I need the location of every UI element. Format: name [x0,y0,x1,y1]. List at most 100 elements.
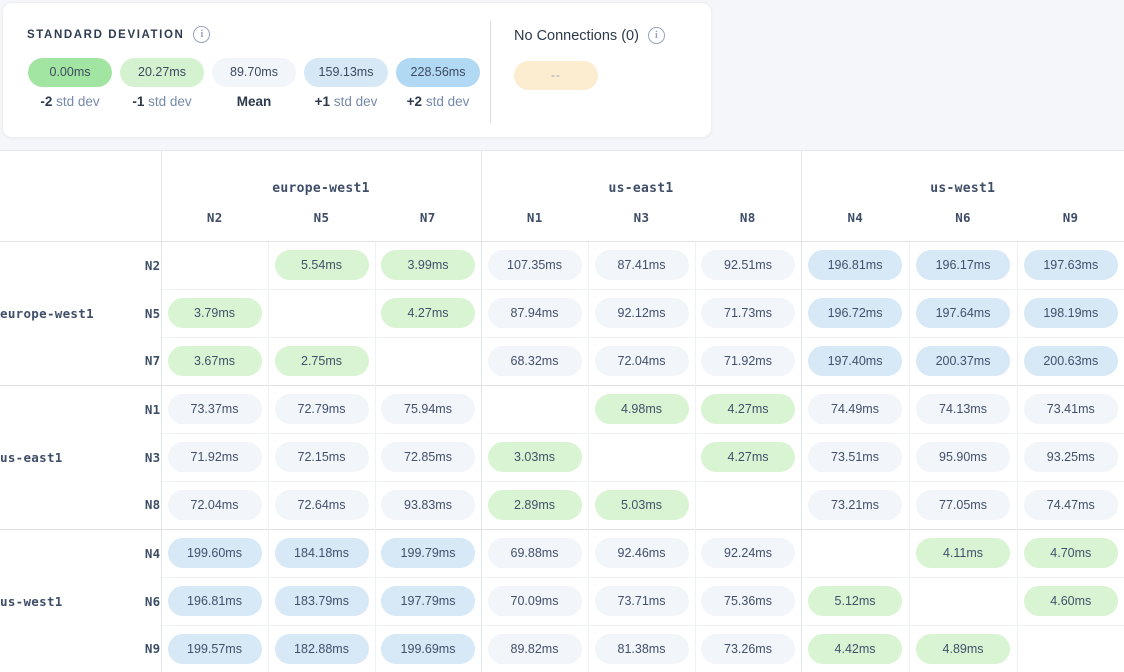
latency-pill[interactable]: 68.32ms [487,346,582,376]
latency-pill[interactable]: 5.12ms [808,586,903,616]
latency-pill[interactable]: 200.37ms [916,346,1011,376]
latency-pill[interactable]: 183.79ms [274,586,369,616]
latency-cell[interactable]: 73.71ms [587,576,695,625]
latency-pill[interactable]: 71.73ms [701,298,795,328]
latency-pill[interactable]: 92.12ms [594,298,689,328]
latency-cell[interactable]: 5.03ms [587,480,695,529]
latency-pill[interactable]: 73.41ms [1023,394,1118,424]
latency-cell[interactable]: 197.79ms [374,576,481,625]
latency-pill[interactable]: 2.75ms [274,346,369,376]
latency-pill[interactable]: 89.82ms [487,634,582,664]
latency-cell[interactable]: 4.27ms [694,432,802,481]
latency-pill[interactable]: 77.05ms [916,490,1011,520]
latency-cell[interactable]: 197.63ms [1016,240,1124,289]
latency-cell[interactable]: 2.75ms [267,336,375,385]
latency-pill[interactable]: 93.25ms [1023,442,1118,472]
latency-cell[interactable]: 92.24ms [694,528,802,577]
latency-cell[interactable]: 4.11ms [908,528,1018,577]
latency-pill[interactable]: 184.18ms [274,538,369,568]
latency-cell[interactable]: 87.94ms [480,288,588,337]
latency-cell[interactable]: 5.12ms [800,576,910,625]
latency-cell[interactable]: 73.21ms [800,480,910,529]
latency-cell[interactable]: 75.36ms [694,576,802,625]
latency-cell[interactable]: 74.47ms [1016,480,1124,529]
latency-cell[interactable]: 72.15ms [267,432,375,481]
latency-cell[interactable]: 70.09ms [480,576,588,625]
latency-pill[interactable]: 4.11ms [916,538,1011,568]
latency-cell[interactable]: 71.73ms [694,288,802,337]
latency-cell[interactable]: 92.51ms [694,240,802,289]
latency-cell[interactable]: 199.60ms [161,528,268,577]
latency-pill[interactable]: 72.85ms [381,442,475,472]
latency-cell[interactable]: 72.85ms [374,432,481,481]
latency-pill[interactable]: 196.17ms [916,250,1011,280]
latency-pill[interactable]: 4.27ms [381,298,475,328]
latency-pill[interactable]: 3.03ms [487,442,582,472]
latency-cell[interactable]: 72.64ms [267,480,375,529]
latency-cell[interactable]: 107.35ms [480,240,588,289]
latency-pill[interactable]: 197.79ms [381,586,475,616]
latency-cell[interactable]: 4.27ms [374,288,481,337]
latency-pill[interactable]: 92.51ms [701,250,795,280]
latency-cell[interactable]: 72.04ms [161,480,268,529]
latency-cell[interactable]: 87.41ms [587,240,695,289]
latency-cell[interactable]: 4.98ms [587,384,695,433]
latency-cell[interactable]: 196.81ms [161,576,268,625]
latency-pill[interactable]: 72.79ms [274,394,369,424]
latency-pill[interactable]: 73.26ms [701,634,795,664]
latency-pill[interactable]: 4.42ms [808,634,903,664]
latency-pill[interactable]: 198.19ms [1023,298,1118,328]
latency-pill[interactable]: 3.67ms [167,346,262,376]
latency-pill[interactable]: 74.47ms [1023,490,1118,520]
latency-pill[interactable]: 92.24ms [701,538,795,568]
latency-cell[interactable]: 197.40ms [800,336,910,385]
latency-cell[interactable]: 93.83ms [374,480,481,529]
latency-pill[interactable]: 73.71ms [594,586,689,616]
latency-pill[interactable]: 73.21ms [808,490,903,520]
latency-pill[interactable]: 197.63ms [1023,250,1118,280]
latency-cell[interactable]: 73.26ms [694,624,802,672]
latency-cell[interactable]: 4.70ms [1016,528,1124,577]
latency-pill[interactable]: 4.27ms [701,394,795,424]
latency-cell[interactable]: 182.88ms [267,624,375,672]
latency-pill[interactable]: 4.98ms [594,394,689,424]
latency-cell[interactable]: 198.19ms [1016,288,1124,337]
latency-cell[interactable]: 74.49ms [800,384,910,433]
latency-cell[interactable]: 81.38ms [587,624,695,672]
latency-cell[interactable]: 69.88ms [480,528,588,577]
latency-cell[interactable]: 72.04ms [587,336,695,385]
latency-pill[interactable]: 74.49ms [808,394,903,424]
latency-cell[interactable]: 196.81ms [800,240,910,289]
latency-pill[interactable]: 107.35ms [487,250,582,280]
latency-pill[interactable]: 75.36ms [701,586,795,616]
latency-pill[interactable]: 71.92ms [701,346,795,376]
latency-cell[interactable]: 199.57ms [161,624,268,672]
latency-cell[interactable]: 3.67ms [161,336,268,385]
latency-pill[interactable]: 200.63ms [1023,346,1118,376]
latency-pill[interactable]: 72.64ms [274,490,369,520]
latency-pill[interactable]: 197.40ms [808,346,903,376]
latency-pill[interactable]: 196.72ms [808,298,903,328]
latency-cell[interactable]: 71.92ms [694,336,802,385]
latency-pill[interactable]: 92.46ms [594,538,689,568]
latency-cell[interactable]: 77.05ms [908,480,1018,529]
latency-pill[interactable]: 4.27ms [701,442,795,472]
latency-cell[interactable]: 95.90ms [908,432,1018,481]
latency-pill[interactable]: 70.09ms [487,586,582,616]
latency-pill[interactable]: 4.70ms [1023,538,1118,568]
latency-pill[interactable]: 69.88ms [487,538,582,568]
latency-cell[interactable]: 92.46ms [587,528,695,577]
latency-cell[interactable]: 200.37ms [908,336,1018,385]
latency-pill[interactable]: 199.57ms [167,634,262,664]
latency-pill[interactable]: 3.79ms [167,298,262,328]
latency-cell[interactable]: 2.89ms [480,480,588,529]
latency-cell[interactable]: 184.18ms [267,528,375,577]
latency-pill[interactable]: 87.94ms [487,298,582,328]
latency-cell[interactable]: 73.51ms [800,432,910,481]
latency-pill[interactable]: 196.81ms [167,586,262,616]
latency-pill[interactable]: 3.99ms [381,250,475,280]
latency-pill[interactable]: 72.15ms [274,442,369,472]
latency-pill[interactable]: 5.54ms [274,250,369,280]
latency-pill[interactable]: 199.79ms [381,538,475,568]
latency-pill[interactable]: 199.60ms [167,538,262,568]
